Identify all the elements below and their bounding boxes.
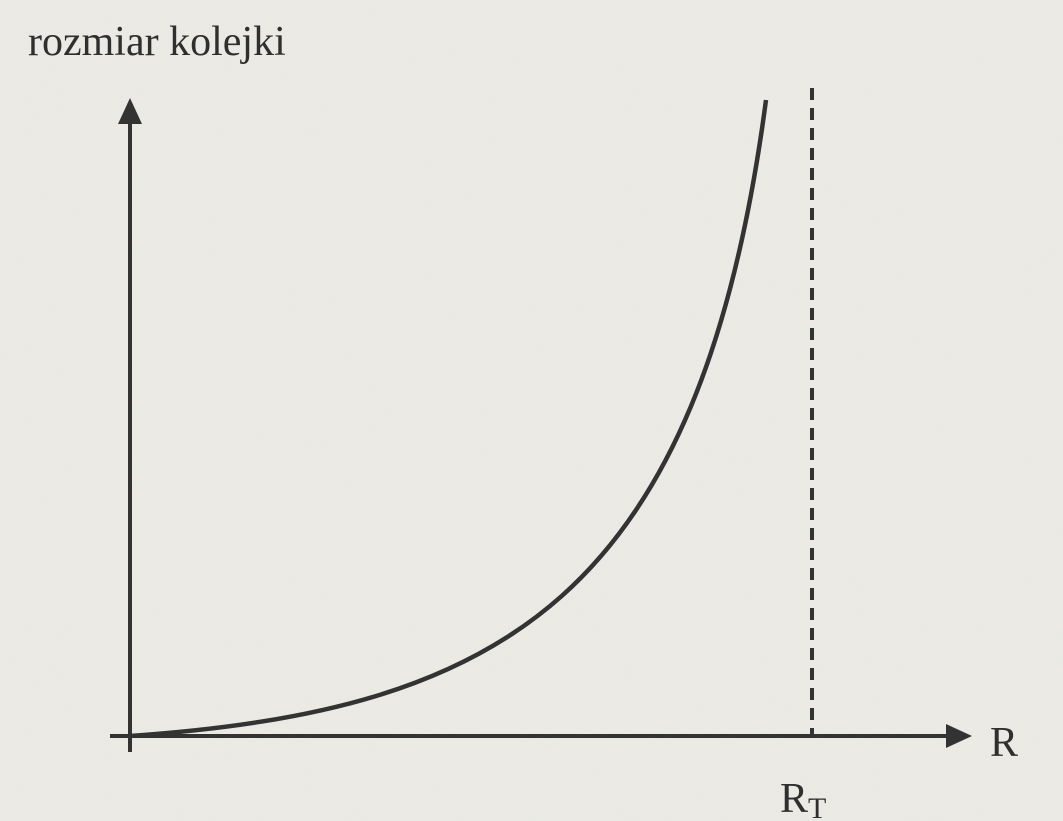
asymptote-label: RT [780, 776, 826, 821]
x-axis-label: R [990, 720, 1018, 766]
queue-curve [129, 99, 769, 739]
y-axis-arrow [118, 98, 142, 124]
asymptote-label-subscript: T [808, 792, 826, 821]
asymptote-label-main: R [780, 776, 808, 821]
y-axis-label: rozmiar kolejki [28, 19, 286, 65]
x-axis-arrow [946, 724, 972, 748]
